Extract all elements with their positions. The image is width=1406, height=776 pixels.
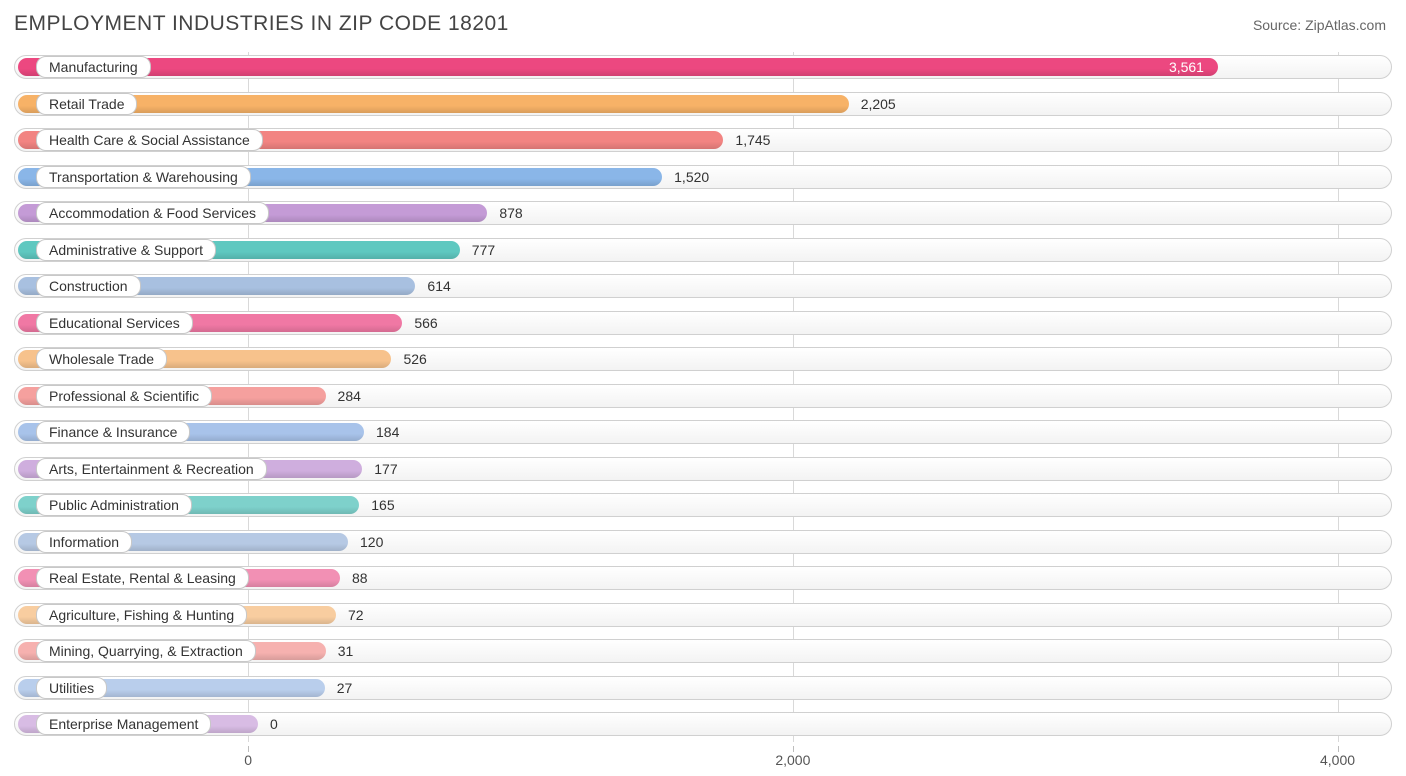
bar-row: Information 120 [14, 527, 1392, 557]
category-pill: Public Administration [36, 494, 192, 516]
category-pill: Retail Trade [36, 93, 137, 115]
bar-row: Wholesale Trade 526 [14, 344, 1392, 374]
category-pill: Manufacturing [36, 56, 151, 78]
value-label: 31 [338, 643, 354, 659]
bar-row: Agriculture, Fishing & Hunting 72 [14, 600, 1392, 630]
chart-plot-area: Manufacturing 3,561 Retail Trade 2,205 Healt… [14, 52, 1392, 742]
bar-row: Arts, Entertainment & Recreation 177 [14, 454, 1392, 484]
category-pill: Administrative & Support [36, 239, 216, 261]
category-pill: Health Care & Social Assistance [36, 129, 263, 151]
bar-row: Health Care & Social Assistance 1,745 [14, 125, 1392, 155]
category-pill: Accommodation & Food Services [36, 202, 269, 224]
value-label: 88 [352, 570, 368, 586]
value-label: 284 [338, 388, 361, 404]
bar-row: Real Estate, Rental & Leasing 88 [14, 563, 1392, 593]
bar-rows: Manufacturing 3,561 Retail Trade 2,205 Healt… [14, 52, 1392, 739]
bar-row: Accommodation & Food Services 878 [14, 198, 1392, 228]
bar-row: Mining, Quarrying, & Extraction 31 [14, 636, 1392, 666]
value-label: 566 [414, 315, 437, 331]
value-label: 878 [499, 205, 522, 221]
axis-tick-label: 4,000 [1320, 752, 1355, 768]
bar-row: Professional & Scientific 284 [14, 381, 1392, 411]
value-label: 1,745 [735, 132, 770, 148]
category-pill: Enterprise Management [36, 713, 211, 735]
bar-row: Construction 614 [14, 271, 1392, 301]
value-label: 3,561 [1169, 59, 1204, 75]
axis-tick-label: 2,000 [775, 752, 810, 768]
bar-row: Educational Services 566 [14, 308, 1392, 338]
chart-title: EMPLOYMENT INDUSTRIES IN ZIP CODE 18201 [14, 12, 509, 36]
value-label: 177 [374, 461, 397, 477]
category-pill: Information [36, 531, 132, 553]
category-pill: Real Estate, Rental & Leasing [36, 567, 249, 589]
value-label: 0 [270, 716, 278, 732]
category-pill: Utilities [36, 677, 107, 699]
category-pill: Construction [36, 275, 141, 297]
category-pill: Mining, Quarrying, & Extraction [36, 640, 256, 662]
bar [18, 95, 849, 113]
bar-row: Finance & Insurance 184 [14, 417, 1392, 447]
bar-row: Manufacturing 3,561 [14, 52, 1392, 82]
bar-row: Public Administration 165 [14, 490, 1392, 520]
category-pill: Professional & Scientific [36, 385, 212, 407]
value-label: 120 [360, 534, 383, 550]
value-label: 777 [472, 242, 495, 258]
category-pill: Transportation & Warehousing [36, 166, 251, 188]
value-label: 165 [371, 497, 394, 513]
bar-row: Administrative & Support 777 [14, 235, 1392, 265]
value-label: 27 [337, 680, 353, 696]
value-label: 526 [403, 351, 426, 367]
value-label: 614 [427, 278, 450, 294]
bar-row: Transportation & Warehousing 1,520 [14, 162, 1392, 192]
category-pill: Finance & Insurance [36, 421, 190, 443]
value-label: 1,520 [674, 169, 709, 185]
chart-header: EMPLOYMENT INDUSTRIES IN ZIP CODE 18201 … [0, 0, 1406, 44]
value-label: 72 [348, 607, 364, 623]
value-label: 2,205 [861, 96, 896, 112]
bar-row: Utilities 27 [14, 673, 1392, 703]
value-label: 184 [376, 424, 399, 440]
x-axis: 0 2,000 4,000 [14, 746, 1392, 774]
category-pill: Agriculture, Fishing & Hunting [36, 604, 247, 626]
category-pill: Educational Services [36, 312, 193, 334]
bar-row: Enterprise Management 0 [14, 709, 1392, 739]
category-pill: Arts, Entertainment & Recreation [36, 458, 267, 480]
axis-tick-label: 0 [244, 752, 252, 768]
bar [18, 58, 1218, 76]
category-pill: Wholesale Trade [36, 348, 167, 370]
chart-source: Source: ZipAtlas.com [1253, 17, 1386, 33]
bar-row: Retail Trade 2,205 [14, 89, 1392, 119]
